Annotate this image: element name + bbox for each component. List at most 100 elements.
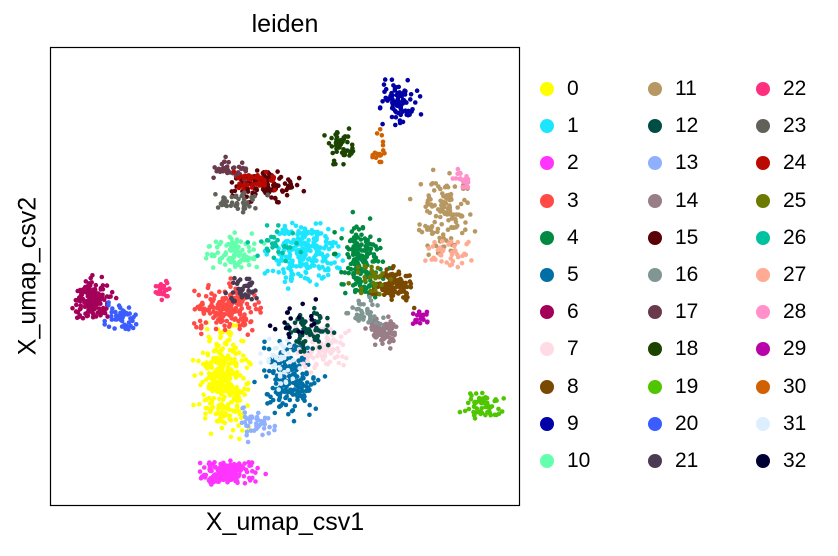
point bbox=[203, 255, 209, 261]
point bbox=[233, 417, 239, 423]
point bbox=[449, 252, 455, 257]
point bbox=[217, 465, 223, 470]
point bbox=[283, 227, 288, 232]
point bbox=[224, 199, 230, 204]
point bbox=[332, 230, 337, 235]
legend-entry-6: 6 bbox=[540, 299, 579, 325]
point bbox=[228, 458, 233, 464]
point bbox=[350, 283, 356, 288]
point bbox=[276, 223, 281, 228]
point bbox=[227, 268, 232, 273]
point bbox=[301, 361, 306, 367]
point bbox=[430, 244, 436, 249]
point bbox=[217, 311, 222, 316]
point bbox=[218, 334, 224, 339]
point bbox=[244, 301, 250, 307]
point bbox=[210, 385, 215, 391]
point bbox=[377, 291, 382, 297]
point bbox=[453, 219, 459, 225]
point bbox=[232, 275, 237, 281]
point bbox=[258, 421, 264, 427]
point bbox=[423, 204, 429, 210]
point bbox=[276, 387, 282, 392]
point bbox=[237, 467, 243, 472]
point bbox=[223, 250, 229, 255]
point bbox=[270, 174, 275, 179]
point bbox=[471, 404, 477, 410]
point bbox=[462, 408, 468, 414]
point bbox=[345, 245, 350, 250]
point bbox=[335, 354, 340, 359]
point bbox=[266, 346, 272, 352]
legend-label: 0 bbox=[567, 77, 579, 100]
point bbox=[223, 166, 228, 172]
point bbox=[243, 202, 249, 207]
point bbox=[253, 470, 258, 475]
point bbox=[77, 313, 83, 318]
point bbox=[242, 173, 248, 179]
point bbox=[296, 329, 301, 334]
point bbox=[297, 390, 302, 395]
point bbox=[347, 153, 352, 158]
point bbox=[210, 374, 216, 380]
point bbox=[290, 376, 296, 382]
point bbox=[348, 261, 354, 267]
point bbox=[312, 254, 317, 260]
point bbox=[272, 423, 278, 429]
point bbox=[251, 247, 256, 252]
point bbox=[452, 248, 458, 253]
point bbox=[93, 314, 99, 319]
point bbox=[215, 250, 221, 255]
point bbox=[156, 284, 161, 289]
point bbox=[203, 411, 208, 417]
point bbox=[272, 326, 278, 332]
point bbox=[234, 385, 240, 390]
point bbox=[284, 192, 290, 198]
point bbox=[325, 260, 330, 266]
point bbox=[291, 418, 297, 424]
point bbox=[229, 200, 235, 205]
point bbox=[245, 403, 250, 408]
point bbox=[232, 188, 238, 194]
point bbox=[288, 263, 293, 269]
point bbox=[288, 316, 294, 321]
point bbox=[407, 196, 413, 202]
point bbox=[128, 323, 133, 329]
point bbox=[234, 323, 239, 328]
point bbox=[387, 327, 393, 333]
point bbox=[109, 309, 114, 315]
point bbox=[102, 310, 108, 316]
point bbox=[283, 379, 289, 385]
point bbox=[383, 287, 388, 292]
legend-label: 5 bbox=[567, 263, 579, 286]
point bbox=[438, 207, 443, 213]
point bbox=[380, 341, 385, 347]
point bbox=[405, 273, 410, 279]
point bbox=[194, 324, 199, 330]
point bbox=[237, 308, 243, 313]
point bbox=[468, 397, 474, 402]
point bbox=[301, 234, 307, 239]
legend-swatch bbox=[540, 379, 554, 394]
legend-swatch bbox=[648, 342, 662, 357]
point bbox=[260, 187, 266, 192]
point bbox=[207, 371, 212, 376]
point bbox=[320, 329, 325, 334]
point bbox=[438, 214, 443, 220]
point bbox=[317, 345, 322, 350]
point bbox=[369, 324, 374, 330]
point bbox=[303, 270, 309, 276]
point bbox=[233, 193, 239, 199]
point bbox=[285, 338, 290, 343]
point bbox=[300, 257, 306, 262]
series-8-points bbox=[369, 264, 417, 311]
point bbox=[282, 223, 288, 229]
point bbox=[444, 195, 449, 201]
point bbox=[339, 269, 344, 275]
point bbox=[248, 428, 254, 434]
point bbox=[358, 237, 364, 242]
legend-label: 32 bbox=[783, 449, 807, 472]
point bbox=[245, 387, 251, 392]
point bbox=[300, 322, 305, 328]
point bbox=[250, 197, 255, 203]
